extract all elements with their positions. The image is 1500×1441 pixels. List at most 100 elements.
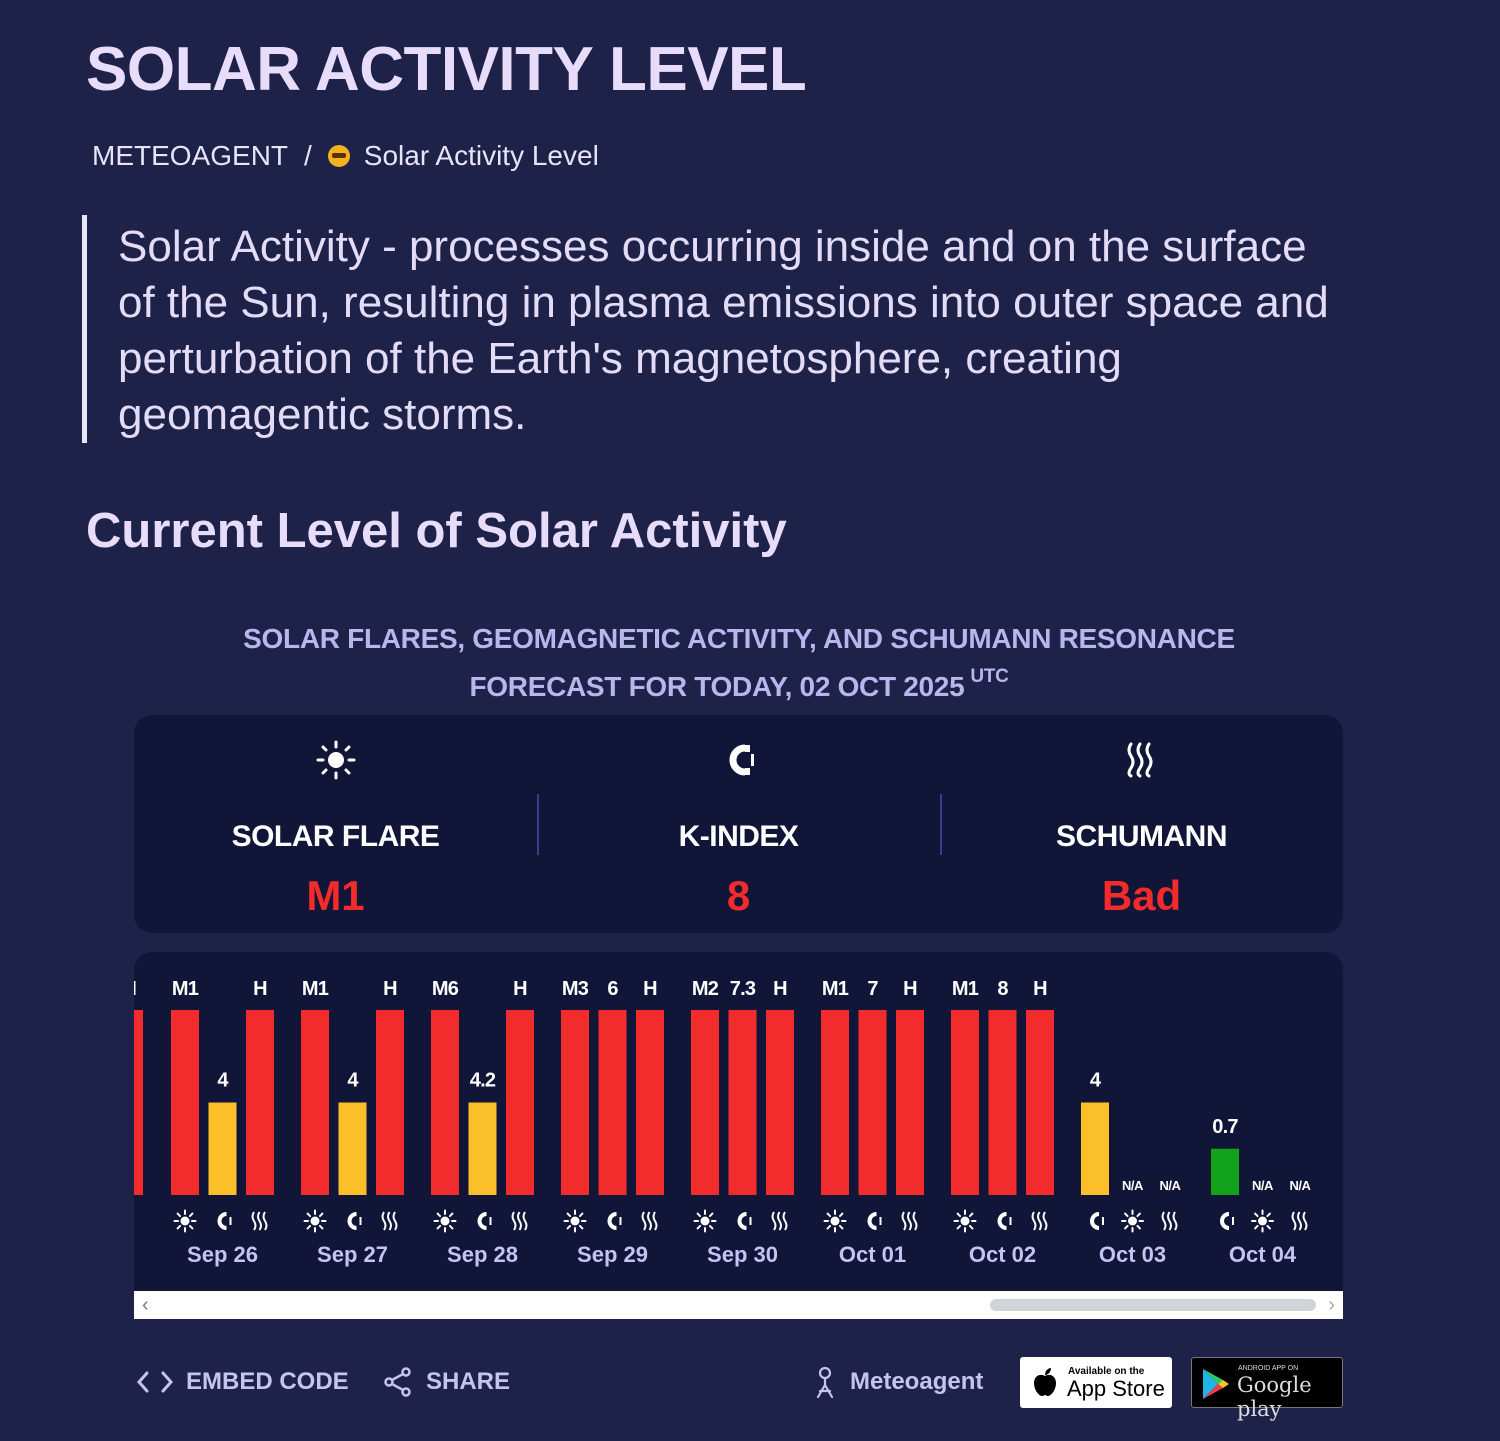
- bar-k-index: [1081, 1102, 1109, 1195]
- summary-value: M1: [306, 872, 365, 919]
- waves-icon: [251, 1211, 268, 1231]
- summary-label: SCHUMANN: [1056, 820, 1228, 853]
- magnet-icon: [1220, 1212, 1234, 1230]
- embed-code-label: EMBED CODE: [186, 1368, 349, 1395]
- waves-icon: [1125, 740, 1159, 780]
- bar-k-index: [338, 1102, 367, 1195]
- bar-label: H: [643, 978, 657, 1000]
- sun-icon: [173, 1209, 197, 1233]
- bar-k-index: [1211, 1148, 1239, 1195]
- bar-label: M3: [562, 978, 589, 1000]
- google-play-icon: [1203, 1369, 1229, 1399]
- sun-icon: [563, 1209, 587, 1233]
- chart-scrollbar[interactable]: ‹ ›: [134, 1291, 1343, 1319]
- breadcrumb-home-link[interactable]: METEOAGENT: [92, 140, 289, 171]
- magnet-icon: [737, 1212, 752, 1230]
- sun-icon: [433, 1209, 457, 1233]
- summary-panel: SOLAR FLARE M1 K-INDEX 8 SCHUMANN: [134, 715, 1343, 933]
- date-label: Sep 30: [707, 1242, 778, 1267]
- meteoagent-link[interactable]: Meteoagent: [812, 1356, 983, 1408]
- bar-label: H: [253, 978, 267, 1000]
- date-label: Oct 04: [1229, 1242, 1297, 1267]
- summary-label: SOLAR FLARE: [231, 820, 440, 853]
- bar-k-index: [988, 1010, 1017, 1195]
- code-icon: [136, 1371, 174, 1393]
- bar-schumann: [766, 1010, 794, 1195]
- timezone-label: UTC: [970, 666, 1009, 687]
- magnet-icon: [347, 1212, 362, 1230]
- meteoagent-label: Meteoagent: [850, 1368, 984, 1395]
- date-label: Sep 26: [187, 1242, 258, 1267]
- summary-k-index: K-INDEX 8: [537, 715, 940, 933]
- app-store-text: App Store: [1067, 1376, 1165, 1401]
- magnet-icon: [607, 1212, 622, 1230]
- bar-label: N/A: [1160, 1178, 1182, 1193]
- bar-schumann: [1026, 1010, 1054, 1195]
- share-label: SHARE: [426, 1368, 511, 1395]
- scroll-left-icon[interactable]: ‹: [142, 1294, 149, 1316]
- bar-label: H: [773, 978, 787, 1000]
- bar-k-index: [598, 1010, 627, 1195]
- summary-solar-flare: SOLAR FLARE M1: [134, 715, 537, 933]
- waves-icon: [641, 1211, 658, 1231]
- bar-schumann: [246, 1010, 274, 1195]
- google-play-text: Google play: [1237, 1373, 1312, 1421]
- google-play-badge[interactable]: ANDROID APP ON Google play: [1191, 1357, 1343, 1421]
- sun-icon: [316, 740, 356, 780]
- bar-label: M6: [432, 978, 459, 1000]
- forecast-chart[interactable]: I M1 4 H Sep 26 M1 4 H Sep 27 M6 4.2 H Sep 28 M3 6 H Sep…: [134, 952, 1343, 1292]
- bar-solar-flare: [171, 1010, 199, 1195]
- bar-schumann: [896, 1010, 924, 1195]
- summary-value: 8: [726, 872, 751, 919]
- scroll-right-icon[interactable]: ›: [1328, 1294, 1335, 1316]
- bar-label: 7: [867, 978, 878, 1000]
- google-play-small-text: ANDROID APP ON: [1238, 1365, 1299, 1372]
- magnet-icon: [1090, 1212, 1104, 1230]
- date-label: Oct 03: [1099, 1242, 1166, 1267]
- sun-icon: [1251, 1209, 1274, 1233]
- bar-label: H: [383, 978, 397, 1000]
- bar-label: N/A: [1252, 1178, 1274, 1193]
- bar-schumann: [636, 1010, 664, 1195]
- embed-code-button[interactable]: EMBED CODE: [136, 1356, 349, 1408]
- app-store-small-text: Available on the: [1068, 1366, 1145, 1377]
- bar-label: 7.3: [730, 978, 756, 1000]
- bar: [134, 1010, 143, 1195]
- bar-label: 6: [607, 978, 618, 1000]
- section-title: Current Level of Solar Activity: [86, 504, 787, 558]
- waves-icon: [1291, 1211, 1308, 1231]
- breadcrumb-current: Solar Activity Level: [363, 140, 599, 171]
- magnet-icon: [997, 1212, 1012, 1230]
- bar-label: 8: [997, 978, 1008, 1000]
- page-title: SOLAR ACTIVITY LEVEL: [86, 35, 807, 104]
- bar-label: M1: [302, 978, 329, 1000]
- date-label: Sep 29: [577, 1242, 648, 1267]
- waves-icon: [1031, 1211, 1048, 1231]
- share-button[interactable]: SHARE: [382, 1356, 510, 1408]
- bar-label: N/A: [1122, 1178, 1144, 1193]
- forecast-date: FORECAST FOR TODAY, 02 OCT 2025: [469, 671, 965, 702]
- bar-k-index: [728, 1010, 757, 1195]
- sun-icon: [953, 1209, 977, 1233]
- bar-label: M1: [822, 978, 849, 1000]
- bar-solar-flare: [821, 1010, 849, 1195]
- app-store-badge[interactable]: Available on the App Store: [1020, 1357, 1172, 1408]
- waves-icon: [1161, 1211, 1178, 1231]
- date-label: Oct 02: [969, 1242, 1036, 1267]
- apple-icon: [1034, 1368, 1056, 1396]
- bar-solar-flare: [561, 1010, 589, 1195]
- waves-icon: [511, 1211, 528, 1231]
- sun-icon: [693, 1209, 717, 1233]
- bar-label: 0.7: [1212, 1116, 1238, 1138]
- bar-label: M2: [692, 978, 719, 1000]
- magnet-icon: [867, 1212, 882, 1230]
- date-label: Sep 27: [317, 1242, 388, 1267]
- bar-label: 4: [347, 1070, 359, 1092]
- date-label: Oct 01: [839, 1242, 906, 1267]
- waves-icon: [901, 1211, 918, 1231]
- bar-solar-flare: [301, 1010, 329, 1195]
- bar-label: H: [1033, 978, 1047, 1000]
- bar-k-index: [208, 1102, 237, 1195]
- scrollbar-thumb[interactable]: [990, 1299, 1316, 1311]
- bar-schumann: [506, 1010, 534, 1195]
